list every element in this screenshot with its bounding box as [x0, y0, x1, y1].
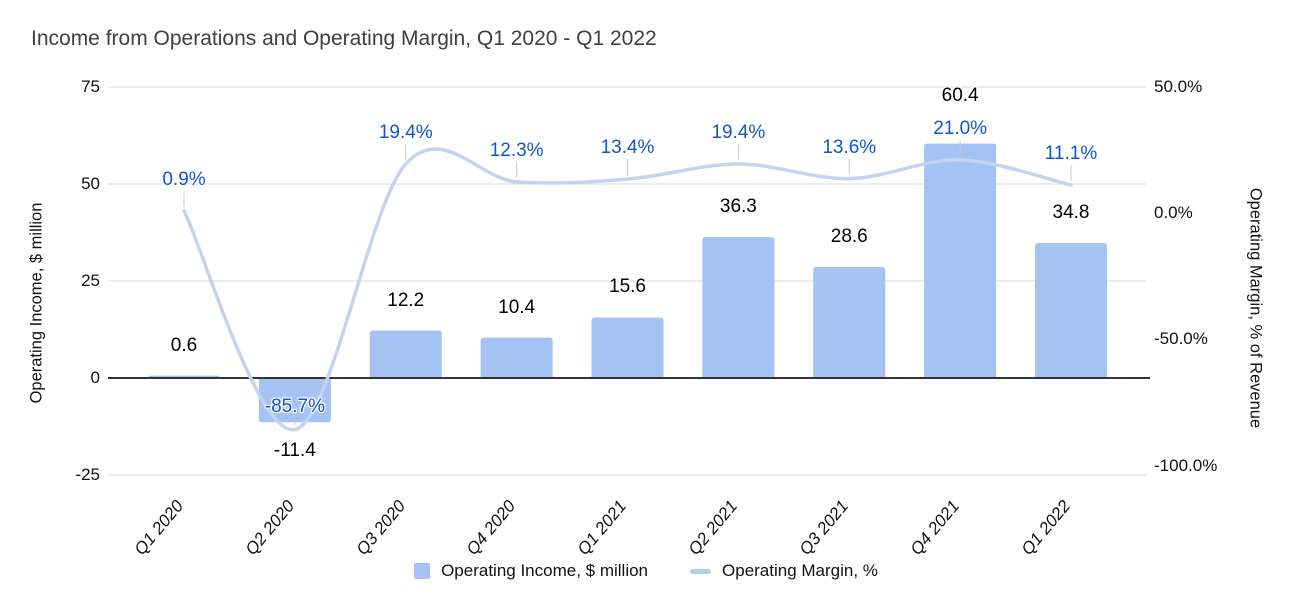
bar-q1-2022[interactable] — [1035, 242, 1107, 378]
left-axis-title: Operating Income, $ million — [27, 202, 46, 404]
line-series-swatch-icon — [690, 568, 712, 574]
right-axis-tick-label: 50.0% — [1154, 76, 1203, 96]
bar-value-label: 34.8 — [1052, 201, 1090, 223]
chart-title: Income from Operations and Operating Mar… — [31, 27, 657, 50]
left-axis-tick-label: 0 — [90, 368, 100, 387]
margin-value-label: 12.3% — [489, 139, 544, 161]
legend-label-operating-margin: Operating Margin, % — [722, 561, 878, 580]
right-axis-tick-label: -100.0% — [1154, 455, 1218, 475]
left-axis-tick-label: 75 — [81, 77, 100, 96]
bar-value-label: 36.3 — [719, 196, 757, 218]
bar-value-label: -11.4 — [273, 440, 316, 462]
right-axis-tick-label: 0.0% — [1154, 203, 1193, 222]
bar-q2-2021[interactable] — [702, 237, 775, 378]
legend: Operating Income, $ million Operating Ma… — [0, 558, 1292, 584]
bar-value-label: 28.6 — [830, 226, 868, 248]
bar-q3-2020[interactable] — [369, 330, 442, 378]
bar-q4-2020[interactable] — [480, 337, 553, 378]
bar-q4-2021[interactable] — [924, 143, 997, 378]
legend-label-operating-income: Operating Income, $ million — [441, 561, 649, 580]
left-axis-tick-label: 25 — [81, 271, 100, 290]
left-axis-tick-label: -25 — [75, 465, 100, 484]
bar-q1-2021[interactable] — [591, 317, 664, 378]
margin-value-label: 19.4% — [711, 121, 766, 143]
bar-value-label: 10.4 — [498, 296, 536, 318]
margin-value-label: 13.6% — [822, 136, 877, 158]
left-axis-tick-label: 50 — [81, 174, 100, 193]
bar-value-label: 12.2 — [387, 289, 425, 311]
bar-q3-2021[interactable] — [813, 267, 886, 378]
legend-item-operating-income[interactable]: Operating Income, $ million — [414, 561, 648, 581]
margin-value-label: 13.4% — [600, 137, 655, 159]
legend-item-operating-margin[interactable]: Operating Margin, % — [690, 561, 878, 581]
margin-value-label: 19.4% — [378, 121, 433, 143]
bar-value-label: 15.6 — [609, 276, 646, 298]
margin-value-label: 0.9% — [162, 168, 206, 190]
margin-value-label: 21.0% — [933, 117, 988, 139]
bar-value-label: 60.4 — [941, 84, 979, 106]
margin-value-label: -85.7% — [264, 395, 325, 417]
bar-value-label: 0.6 — [170, 334, 198, 356]
margin-line[interactable] — [182, 147, 1073, 432]
bar-series-swatch-icon — [414, 563, 431, 579]
right-axis-tick-label: -50.0% — [1154, 329, 1208, 349]
right-axis-title: Operating Margin, % of Revenue — [1246, 187, 1265, 429]
margin-value-label: 11.1% — [1044, 142, 1098, 164]
